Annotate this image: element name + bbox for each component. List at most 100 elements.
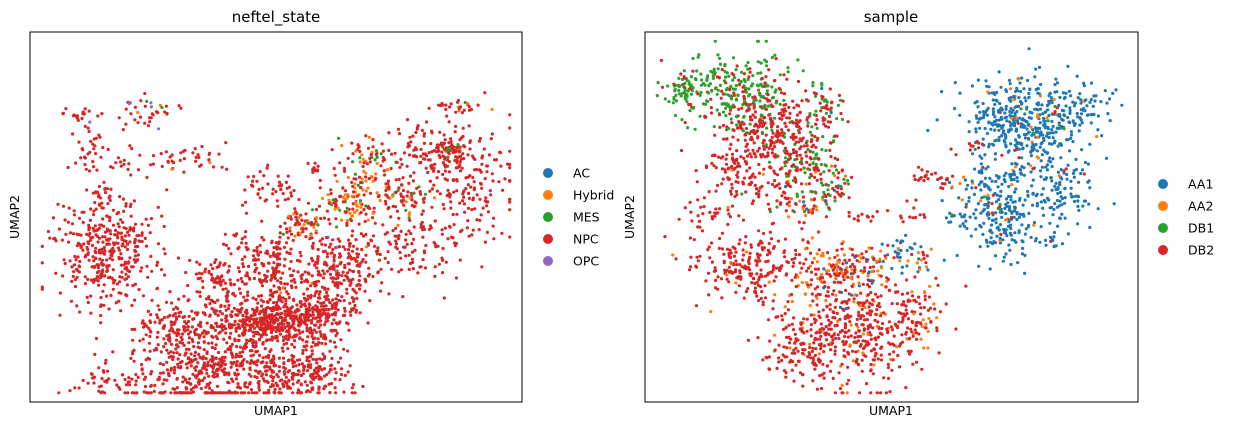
scatter-point	[399, 268, 404, 272]
scatter-point	[252, 308, 257, 313]
scatter-point	[156, 304, 160, 308]
scatter-point	[800, 227, 804, 231]
scatter-point	[86, 381, 90, 385]
scatter-point	[346, 277, 350, 281]
scatter-point	[756, 71, 760, 75]
scatter-point	[117, 225, 121, 229]
scatter-point	[351, 299, 356, 304]
scatter-point	[1054, 77, 1058, 81]
scatter-point	[214, 343, 218, 347]
scatter-point	[281, 349, 285, 353]
scatter-point	[737, 214, 741, 218]
scatter-point	[297, 369, 301, 373]
scatter-point	[311, 340, 315, 344]
scatter-point	[819, 109, 823, 113]
scatter-point	[726, 222, 730, 227]
scatter-point	[129, 202, 133, 206]
scatter-point	[432, 183, 436, 187]
scatter-point	[831, 338, 835, 342]
scatter-point	[179, 335, 183, 339]
scatter-point	[1005, 234, 1009, 238]
scatter-point	[834, 273, 838, 277]
scatter-point	[853, 293, 857, 297]
scatter-point	[149, 384, 153, 388]
scatter-point	[233, 371, 237, 375]
scatter-point	[306, 389, 310, 393]
scatter-point	[224, 308, 228, 312]
scatter-point	[1034, 87, 1038, 92]
scatter-point	[290, 279, 294, 283]
scatter-point	[162, 324, 167, 328]
scatter-point	[187, 336, 191, 340]
scatter-point	[79, 233, 83, 237]
scatter-point	[165, 378, 169, 382]
scatter-point	[479, 182, 483, 186]
scatter-point	[768, 251, 772, 255]
scatter-point	[298, 315, 302, 319]
scatter-point	[793, 176, 797, 180]
scatter-point	[133, 254, 138, 258]
scatter-point	[978, 154, 982, 158]
scatter-point	[1045, 168, 1050, 172]
scatter-point	[242, 367, 246, 371]
scatter-point	[413, 200, 417, 204]
scatter-point	[986, 165, 990, 169]
scatter-point	[123, 234, 127, 238]
scatter-point	[294, 215, 298, 219]
scatter-point	[410, 250, 415, 254]
scatter-point	[267, 353, 271, 357]
scatter-point	[253, 257, 257, 261]
scatter-point	[244, 211, 249, 215]
scatter-point	[1022, 173, 1026, 177]
scatter-point	[679, 148, 684, 153]
scatter-point	[879, 294, 883, 298]
scatter-point	[667, 100, 671, 104]
scatter-point	[836, 333, 840, 337]
scatter-point	[217, 152, 221, 156]
scatter-point	[802, 204, 807, 208]
scatter-point	[1079, 171, 1083, 176]
scatter-point	[841, 99, 845, 103]
scatter-point	[207, 374, 211, 378]
scatter-point	[197, 276, 201, 280]
scatter-point	[173, 312, 177, 316]
scatter-point	[367, 266, 371, 270]
scatter-point	[233, 319, 237, 323]
scatter-point	[231, 291, 235, 295]
scatter-point	[236, 247, 240, 251]
scatter-point	[316, 369, 321, 373]
scatter-point	[987, 145, 991, 149]
scatter-point	[323, 287, 327, 291]
scatter-point	[307, 302, 311, 306]
scatter-point	[310, 208, 315, 212]
scatter-point	[477, 228, 481, 232]
scatter-point	[993, 152, 998, 156]
scatter-point	[300, 312, 304, 316]
scatter-point	[793, 341, 797, 345]
scatter-point	[292, 188, 296, 193]
scatter-point	[821, 362, 825, 366]
scatter-point	[273, 387, 277, 392]
scatter-point	[859, 291, 863, 295]
scatter-point	[1038, 240, 1042, 244]
scatter-point	[764, 143, 768, 147]
scatter-point	[345, 223, 349, 227]
scatter-point	[116, 241, 120, 245]
scatter-point	[990, 218, 995, 222]
scatter-point	[66, 165, 70, 170]
scatter-point	[861, 332, 866, 336]
scatter-point	[404, 254, 408, 258]
scatter-point	[304, 312, 308, 317]
scatter-point	[689, 265, 693, 269]
scatter-point	[338, 208, 342, 212]
scatter-point	[80, 116, 84, 121]
scatter-point	[246, 175, 250, 179]
scatter-point	[1089, 121, 1093, 125]
scatter-point	[901, 315, 905, 319]
scatter-point	[784, 273, 788, 277]
scatter-point	[121, 128, 125, 132]
scatter-point	[145, 175, 149, 179]
scatter-point	[734, 68, 738, 72]
scatter-point	[782, 249, 787, 253]
scatter-point	[133, 298, 137, 302]
